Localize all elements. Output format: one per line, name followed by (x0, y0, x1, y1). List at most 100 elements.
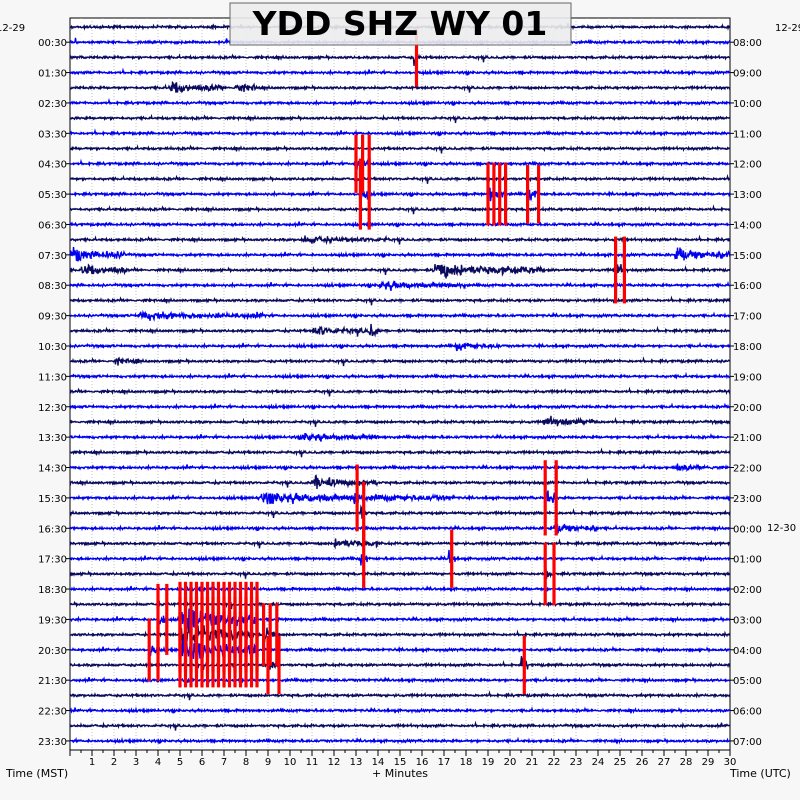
right-time-label: 02:00 (733, 585, 762, 596)
trace-row-20 (69, 323, 731, 338)
left-time-label: 10:30 (38, 342, 67, 353)
clipped-signal-mark (200, 612, 204, 688)
seismogram-traces (69, 21, 731, 745)
clipped-signal-mark (255, 612, 259, 688)
trace-row-24 (69, 386, 731, 397)
trace-row-6 (69, 113, 731, 124)
x-tick-label: 9 (265, 757, 271, 768)
x-axis-ticks: 1 2 3 4 5 6 7 8 9 10 11 12 13 14 15 16 17 18 19 20 21 22 23 24 2… (69, 750, 736, 768)
left-time-label: 23:30 (38, 737, 67, 748)
left-time-label: 05:30 (38, 190, 67, 201)
right-time-label: 15:00 (733, 251, 762, 262)
left-time-label: 15:30 (38, 494, 67, 505)
x-tick-label: 10 (284, 757, 297, 768)
clipped-signal-mark (244, 612, 248, 688)
clipped-signal-mark (211, 612, 215, 688)
clipped-signal-mark (266, 635, 270, 695)
x-tick-label: 14 (372, 757, 385, 768)
trace-row-44 (69, 690, 731, 701)
right-time-label: 08:00 (733, 38, 762, 49)
right-time-label: 09:00 (733, 69, 762, 80)
right-time-label: 10:00 (733, 99, 762, 110)
trace-row-26 (69, 415, 731, 427)
x-tick-label: 16 (416, 757, 429, 768)
clipped-signal-mark (554, 460, 558, 536)
left-time-label: 08:30 (38, 281, 67, 292)
clipped-signal-mark (367, 158, 371, 230)
clipped-signal-mark (227, 612, 232, 688)
trace-row-12 (69, 204, 731, 215)
trace-row-35 (69, 549, 731, 566)
clipped-signal-mark (147, 618, 151, 681)
trace-row-36 (69, 567, 731, 580)
right-time-label: 23:00 (733, 494, 762, 505)
right-time-label: 04:00 (733, 646, 762, 657)
trace-row-10 (69, 173, 731, 184)
clipped-signal-mark (222, 612, 226, 688)
clipped-signal-mark (504, 162, 508, 226)
x-tick-label: 12 (328, 757, 341, 768)
x-tick-label: 1 (89, 757, 95, 768)
trace-row-18 (69, 295, 731, 306)
left-time-label: 12:30 (38, 403, 67, 414)
left-time-label: 01:30 (38, 69, 67, 80)
clipped-signal-mark (614, 236, 618, 304)
trace-row-4 (69, 80, 731, 94)
right-time-label: 16:00 (733, 281, 762, 292)
clipped-signal-mark (361, 134, 365, 193)
trace-row-46 (69, 720, 731, 731)
right-time-label: 13:00 (733, 190, 762, 201)
left-axis-title: Time (MST) (5, 767, 68, 780)
left-time-label: 00:30 (38, 38, 67, 49)
clipped-signal-mark (543, 542, 547, 606)
right-time-label: 11:00 (733, 129, 762, 140)
x-tick-label: 19 (482, 757, 495, 768)
x-tick-label: 20 (504, 757, 517, 768)
clipped-signal-mark (486, 162, 490, 226)
clipped-signal-mark (362, 481, 366, 545)
right-time-label: 22:00 (733, 464, 762, 475)
x-tick-label: 28 (680, 757, 693, 768)
x-tick-label: 7 (221, 757, 227, 768)
x-tick-label: 8 (243, 757, 249, 768)
right-time-label: 14:00 (733, 220, 762, 231)
x-tick-label: 21 (526, 757, 539, 768)
right-time-label: 07:00 (733, 737, 762, 748)
trace-row-19 (69, 309, 731, 322)
clipped-signal-mark (262, 603, 266, 666)
clipped-signal-mark (498, 162, 502, 226)
right-time-label: 12:00 (733, 160, 762, 171)
right-date-change-label: 12-30 (767, 523, 796, 534)
x-tick-label: 22 (548, 757, 561, 768)
left-time-labels: 00:30 01:30 02:30 03:30 04:30 05:30 06:30 07:30… (38, 38, 70, 748)
trace-row-31 (69, 490, 731, 505)
right-date-label: 12-29 (775, 23, 800, 34)
trace-row-11 (69, 187, 731, 202)
clipped-signal-mark (492, 162, 496, 226)
clipped-signal-mark (178, 612, 182, 688)
clipped-signal-mark (189, 612, 193, 688)
trace-row-15 (69, 246, 731, 262)
x-axis-title: + Minutes (372, 767, 428, 780)
x-tick-label: 27 (658, 757, 671, 768)
left-time-label: 03:30 (38, 129, 67, 140)
right-time-label: 18:00 (733, 342, 762, 353)
trace-row-25 (69, 402, 731, 411)
trace-row-32 (69, 504, 731, 519)
trace-row-14 (69, 234, 731, 246)
clipped-signal-mark (156, 618, 160, 681)
left-time-label: 18:30 (38, 585, 67, 596)
trace-row-30 (69, 474, 731, 490)
clipped-signal-mark (354, 134, 358, 193)
clipped-signal-mark (275, 603, 279, 666)
clipped-signal-mark (414, 28, 419, 87)
left-time-label: 07:30 (38, 251, 67, 262)
clipped-signal-mark (238, 612, 243, 688)
title-box (229, 2, 572, 46)
trace-row-29 (69, 463, 731, 472)
right-time-labels: 08:00 09:00 10:00 11:00 12:00 13:00 14:00 15:00… (730, 38, 762, 748)
right-time-label: 19:00 (733, 372, 762, 383)
left-time-label: 22:30 (38, 707, 67, 718)
right-time-label: 00:00 (733, 524, 762, 535)
